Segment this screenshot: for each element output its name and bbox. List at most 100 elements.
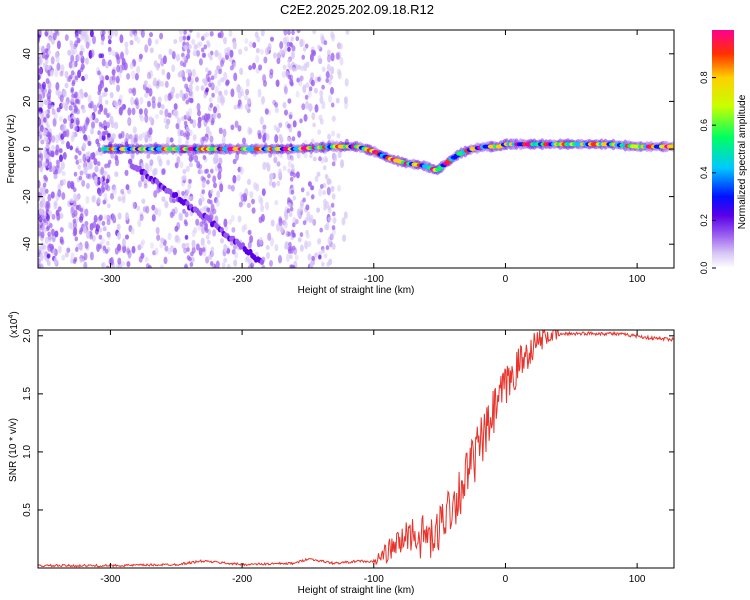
noise-speck xyxy=(278,217,283,227)
noise-speck xyxy=(42,62,47,68)
noise-speck xyxy=(189,80,194,85)
noise-speck xyxy=(68,105,73,111)
noise-speck xyxy=(308,103,313,112)
noise-speck xyxy=(161,196,166,202)
noise-speck xyxy=(256,36,261,43)
noise-speck xyxy=(89,172,93,178)
noise-speck xyxy=(92,194,97,204)
noise-speck xyxy=(296,64,301,70)
noise-speck xyxy=(328,80,332,85)
noise-speck xyxy=(185,139,189,145)
noise-speck xyxy=(321,261,325,267)
noise-speck xyxy=(178,70,183,77)
y-tick-label: 1.0 xyxy=(22,445,33,459)
noise-speck xyxy=(124,41,129,49)
noise-speck xyxy=(69,198,74,204)
noise-speck xyxy=(184,211,189,218)
noise-speck xyxy=(38,30,43,36)
noise-speck xyxy=(125,234,129,240)
snr-y-ticks: 0.5 1.0 1.5 2.0 xyxy=(22,328,674,517)
noise-speck xyxy=(306,191,310,197)
noise-speck xyxy=(71,213,76,218)
noise-speck xyxy=(53,112,58,120)
noise-speck xyxy=(236,84,241,93)
noise-speck xyxy=(90,152,94,160)
noise-speck xyxy=(59,226,64,233)
noise-speck xyxy=(340,159,344,169)
noise-speck xyxy=(218,127,223,135)
noise-speck xyxy=(44,31,48,36)
svg-text:(x104): (x104) xyxy=(8,311,20,338)
noise-speck xyxy=(185,242,190,248)
noise-speck xyxy=(144,130,149,139)
noise-speck xyxy=(100,40,105,46)
noise-speck xyxy=(116,84,120,92)
noise-speck xyxy=(72,218,77,224)
noise-speck xyxy=(51,228,55,237)
noise-speck xyxy=(87,140,92,147)
spectrogram-x-ticks: -300 -200 -100 0 100 xyxy=(100,30,646,285)
noise-speck xyxy=(230,124,235,131)
noise-speck xyxy=(43,118,47,123)
noise-speck xyxy=(61,254,66,261)
noise-speck xyxy=(158,158,163,167)
noise-speck xyxy=(133,137,138,145)
noise-speck xyxy=(94,165,99,173)
noise-speck xyxy=(80,55,85,64)
noise-speck xyxy=(115,75,120,84)
snr-multiplier: (x104) xyxy=(8,311,20,338)
noise-speck xyxy=(190,251,194,257)
x-tick-label: 0 xyxy=(503,574,509,585)
noise-speck xyxy=(239,166,244,175)
noise-speck xyxy=(58,148,63,154)
noise-speck xyxy=(147,100,151,108)
noise-speck xyxy=(232,40,237,50)
noise-speck xyxy=(273,156,278,164)
noise-speck xyxy=(267,232,272,241)
noise-speck xyxy=(79,246,83,252)
noise-speck xyxy=(72,259,77,264)
noise-speck xyxy=(231,249,236,255)
noise-speck xyxy=(329,233,334,241)
noise-speck xyxy=(72,187,77,193)
noise-speck xyxy=(133,201,137,209)
noise-speck xyxy=(75,196,79,202)
noise-speck xyxy=(202,78,206,84)
noise-speck xyxy=(313,87,318,94)
noise-speck xyxy=(64,252,69,258)
noise-speck xyxy=(208,82,212,88)
noise-speck xyxy=(103,214,108,221)
noise-speck xyxy=(303,63,308,72)
noise-speck xyxy=(239,67,244,76)
noise-speck xyxy=(141,239,146,245)
noise-speck xyxy=(287,197,291,203)
noise-speck xyxy=(114,30,118,37)
noise-speck xyxy=(172,247,177,256)
noise-speck xyxy=(292,245,296,251)
noise-speck xyxy=(317,129,322,135)
noise-speck xyxy=(51,135,56,143)
noise-speck xyxy=(247,97,252,105)
noise-speck xyxy=(74,105,78,111)
noise-speck xyxy=(297,237,302,243)
noise-speck xyxy=(237,125,242,132)
noise-speck xyxy=(189,30,193,33)
noise-speck xyxy=(230,184,235,192)
noise-speck xyxy=(75,98,79,104)
noise-speck xyxy=(197,120,202,129)
noise-speck xyxy=(186,35,191,41)
noise-speck xyxy=(74,154,78,160)
noise-speck xyxy=(52,32,57,41)
noise-speck xyxy=(45,78,50,84)
noise-speck xyxy=(310,72,315,80)
noise-speck xyxy=(85,151,90,160)
noise-speck xyxy=(47,65,51,71)
noise-speck xyxy=(319,227,324,233)
noise-speck xyxy=(211,92,215,98)
noise-speck xyxy=(290,36,295,42)
noise-speck xyxy=(270,237,274,247)
noise-speck xyxy=(266,251,270,260)
noise-speck xyxy=(198,58,203,66)
noise-speck xyxy=(64,101,69,107)
noise-speck xyxy=(190,256,195,263)
